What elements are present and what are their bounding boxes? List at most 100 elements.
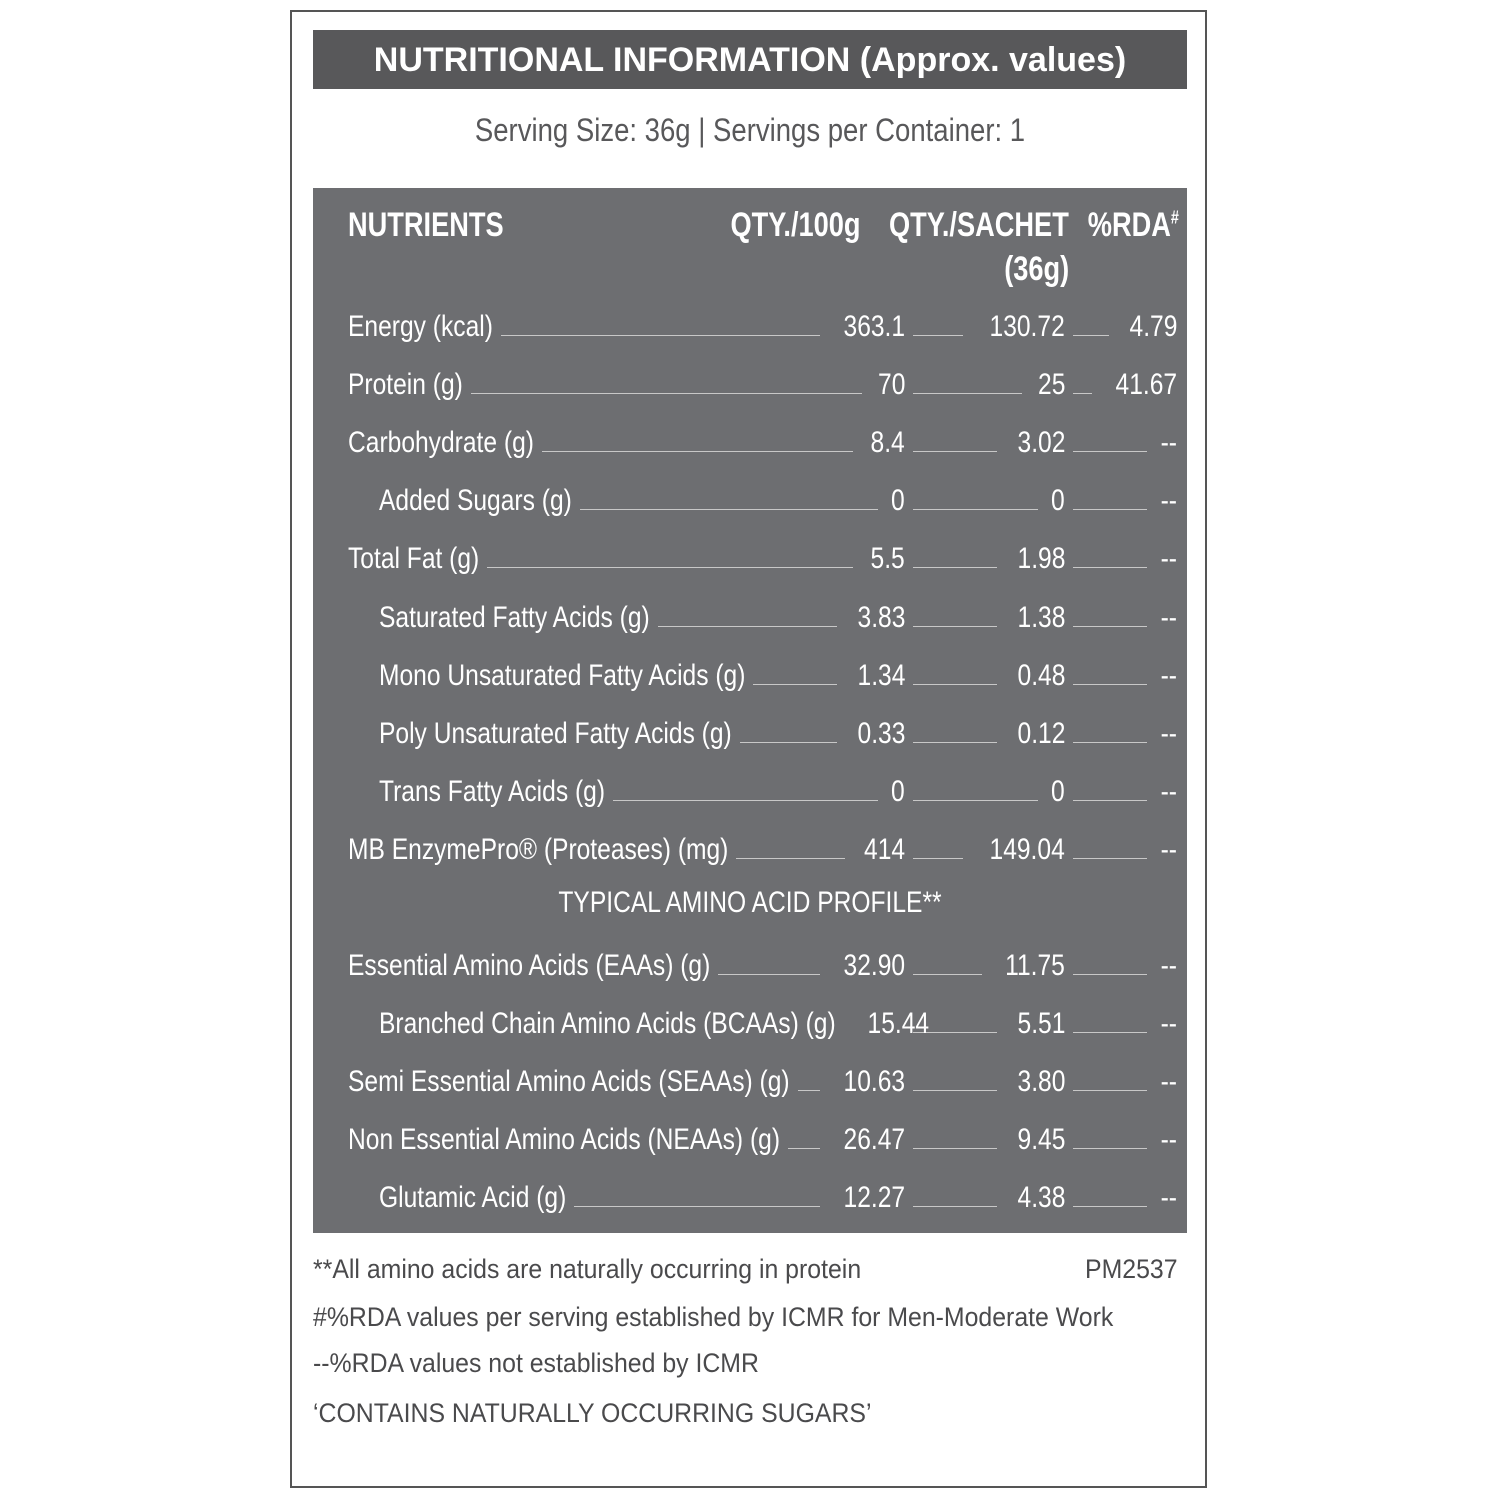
name-cell: Mono Unsaturated Fatty Acids (g) 1.34 (348, 659, 905, 693)
leader (1073, 567, 1148, 569)
footnote: **All amino acids are naturally occurrin… (313, 1254, 862, 1284)
col-per-sachet: QTY./SACHET (889, 206, 1069, 244)
leader (913, 451, 997, 453)
nutrient-row: Branched Chain Amino Acids (BCAAs) (g) 15… (348, 1001, 1177, 1041)
section-title: TYPICAL AMINO ACID PROFILE** (558, 886, 942, 919)
name-cell: Total Fat (g) 5.5 (348, 542, 905, 576)
qty-100g: 15.44 (867, 1007, 929, 1040)
rda: 4.79 (1129, 310, 1177, 343)
qty-100g: 70 (877, 368, 905, 402)
leader (487, 567, 854, 569)
name-cell: Semi Essential Amino Acids (SEAAs) (g) 10… (348, 1065, 905, 1099)
rda-cell: -- (1065, 833, 1177, 867)
nutrient-name: Added Sugars (g) (379, 484, 572, 518)
sachet-cell: 1.98 (905, 542, 1065, 576)
nutrient-row: Saturated Fatty Acids (g) 3.83 1.38 -- (348, 595, 1177, 635)
rda: -- (1160, 1007, 1177, 1040)
sachet-cell: 4.38 (905, 1181, 1065, 1215)
qty-100g: 26.47 (843, 1123, 905, 1156)
qty-100g: 3.83 (857, 600, 905, 634)
nutrient-row: Essential Amino Acids (EAAs) (g) 32.90 11.… (348, 943, 1177, 983)
name-cell: Added Sugars (g) 0 (348, 484, 905, 518)
leader (913, 509, 1039, 511)
qty-sachet: 9.45 (1017, 1123, 1065, 1156)
col-per-sachet-size: (36g) (1004, 250, 1069, 288)
name-cell: Glutamic Acid (g) 12.27 (348, 1181, 905, 1215)
leader (1073, 451, 1148, 453)
qty-100g: 0 (891, 484, 905, 518)
rda: -- (1160, 542, 1177, 576)
col-rda: %RDA# (1088, 206, 1179, 245)
qty-sachet: 0 (1051, 774, 1065, 808)
rda-cell: 4.79 (1065, 310, 1177, 344)
qty-100g: 363.1 (843, 310, 905, 343)
rda-cell: -- (1065, 717, 1177, 751)
leader (1073, 625, 1148, 627)
rda-cell: 41.67 (1065, 368, 1177, 402)
qty-sachet: 11.75 (1005, 949, 1065, 982)
nutrient-name: MB EnzymePro® (Proteases) (mg) (348, 832, 729, 866)
leader (1073, 683, 1148, 685)
rda: -- (1160, 1123, 1177, 1156)
rda-cell: -- (1065, 1065, 1177, 1099)
qty-sachet: 0 (1051, 484, 1065, 518)
sachet-cell: 0.12 (905, 717, 1065, 751)
leader (913, 1090, 997, 1091)
qty-sachet: 4.38 (1017, 1181, 1065, 1214)
rda-cell: -- (1065, 484, 1177, 518)
qty-sachet: 5.51 (1017, 1007, 1065, 1040)
leader (657, 625, 837, 627)
sachet-cell: 130.72 (905, 310, 1065, 344)
rda-cell: -- (1065, 775, 1177, 809)
rda: -- (1160, 774, 1177, 808)
sachet-cell: 149.04 (905, 833, 1065, 867)
nutrient-name: Energy (kcal) (348, 310, 493, 343)
qty-sachet: 3.80 (1017, 1065, 1065, 1098)
col-nutrients: NUTRIENTS (348, 206, 504, 244)
sachet-cell: 0.48 (905, 659, 1065, 693)
rda-cell: -- (1065, 601, 1177, 635)
nutrient-row: Semi Essential Amino Acids (SEAAs) (g) 10… (348, 1059, 1177, 1099)
leader (541, 451, 854, 453)
nutrient-name: Non Essential Amino Acids (NEAAs) (g) (348, 1123, 781, 1156)
leader (1073, 393, 1092, 395)
qty-100g: 0 (891, 774, 905, 808)
rda: -- (1160, 949, 1177, 982)
leader (1073, 974, 1148, 975)
nutrient-name: Glutamic Acid (g) (379, 1181, 567, 1214)
name-cell: Protein (g) 70 (348, 368, 905, 402)
rda: -- (1160, 658, 1177, 692)
leader (470, 393, 862, 395)
leader (913, 1206, 997, 1207)
sachet-cell: 5.51 (905, 1007, 1065, 1041)
leader (913, 741, 997, 743)
nutrient-row: Protein (g) 70 25 41.67 (348, 362, 1177, 402)
qty-100g: 8.4 (870, 426, 905, 460)
qty-100g: 12.27 (843, 1181, 905, 1214)
nutrient-row: Carbohydrate (g) 8.4 3.02 -- (348, 420, 1177, 460)
nutrient-row: Glutamic Acid (g) 12.27 4.38 -- (348, 1175, 1177, 1215)
qty-sachet: 1.98 (1017, 542, 1065, 576)
rda-cell: -- (1065, 1123, 1177, 1157)
nutrient-row: MB EnzymePro® (Proteases) (mg) 414 149.04 -… (348, 827, 1177, 867)
qty-100g: 0.33 (857, 716, 905, 750)
nutrient-name: Branched Chain Amino Acids (BCAAs) (g) (379, 1007, 836, 1040)
leader (797, 1090, 820, 1091)
rda: -- (1160, 1065, 1177, 1098)
qty-sachet: 3.02 (1017, 426, 1065, 460)
leader (913, 625, 997, 627)
leader (913, 335, 964, 336)
sachet-cell: 0 (905, 484, 1065, 518)
leader (736, 857, 845, 859)
rda-cell: -- (1065, 1181, 1177, 1215)
leader (574, 1206, 820, 1207)
footnote: --%RDA values not established by ICMR (313, 1348, 759, 1378)
rda: -- (1160, 1181, 1177, 1214)
leader (913, 393, 1022, 395)
leader (1073, 1206, 1148, 1207)
nutrient-row: Energy (kcal) 363.1 130.72 4.79 (348, 304, 1177, 344)
name-cell: Branched Chain Amino Acids (BCAAs) (g) 15… (348, 1007, 929, 1041)
qty-100g: 1.34 (857, 658, 905, 692)
nutrient-row: Mono Unsaturated Fatty Acids (g) 1.34 0.48… (348, 653, 1177, 693)
